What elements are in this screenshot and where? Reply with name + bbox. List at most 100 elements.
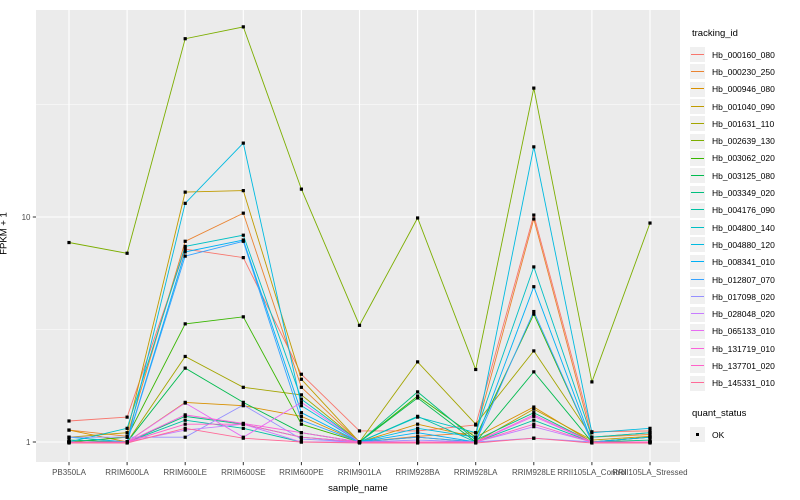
data-point-Hb_145331_010[interactable] bbox=[67, 441, 71, 445]
data-point-Hb_004880_120[interactable] bbox=[183, 201, 187, 205]
data-point-Hb_002639_130[interactable] bbox=[590, 380, 594, 384]
data-point-Hb_017098_020[interactable] bbox=[416, 438, 420, 442]
data-point-Hb_001631_110[interactable] bbox=[532, 349, 536, 353]
legend-item-Hb_008341_010[interactable]: Hb_008341_010 bbox=[690, 254, 800, 271]
data-point-Hb_003349_020[interactable] bbox=[67, 438, 71, 442]
data-point-Hb_145331_010[interactable] bbox=[183, 426, 187, 430]
data-point-Hb_002639_130[interactable] bbox=[416, 216, 420, 220]
data-point-Hb_012807_070[interactable] bbox=[416, 435, 420, 439]
data-point-Hb_001040_090[interactable] bbox=[299, 377, 303, 381]
data-point-Hb_004800_140[interactable] bbox=[241, 233, 245, 237]
legend-item-Hb_028048_020[interactable]: Hb_028048_020 bbox=[690, 305, 800, 322]
data-point-Hb_012807_070[interactable] bbox=[532, 309, 536, 314]
legend-item-Hb_004880_120[interactable]: Hb_004880_120 bbox=[690, 236, 800, 253]
data-point-Hb_137701_020[interactable] bbox=[532, 422, 536, 426]
data-point-Hb_137701_020[interactable] bbox=[183, 422, 187, 426]
legend-item-Hb_004176_090[interactable]: Hb_004176_090 bbox=[690, 202, 800, 219]
data-point-Hb_012807_070[interactable] bbox=[241, 239, 245, 243]
data-point-Hb_003125_080[interactable] bbox=[532, 370, 536, 374]
data-point-Hb_137701_020[interactable] bbox=[299, 435, 303, 439]
data-point-Hb_000160_080[interactable] bbox=[532, 213, 536, 217]
data-point-Hb_003349_020[interactable] bbox=[532, 411, 536, 415]
data-point-Hb_000230_250[interactable] bbox=[183, 239, 187, 243]
data-point-Hb_004800_140[interactable] bbox=[648, 431, 652, 435]
data-point-Hb_131719_010[interactable] bbox=[183, 413, 187, 417]
data-point-Hb_000160_080[interactable] bbox=[241, 256, 245, 260]
data-point-Hb_145331_010[interactable] bbox=[357, 441, 362, 445]
legend-item-Hb_017098_020[interactable]: Hb_017098_020 bbox=[690, 288, 800, 305]
data-point-Hb_017098_020[interactable] bbox=[299, 437, 303, 441]
legend-item-Hb_001040_090[interactable]: Hb_001040_090 bbox=[690, 98, 800, 115]
data-point-Hb_002639_130[interactable] bbox=[474, 367, 478, 372]
data-point-Hb_004176_090[interactable] bbox=[183, 418, 187, 422]
data-point-Hb_145331_010[interactable] bbox=[474, 441, 478, 445]
legend-item-Hb_145331_010[interactable]: Hb_145331_010 bbox=[690, 375, 800, 392]
data-point-Hb_001631_110[interactable] bbox=[241, 385, 245, 389]
data-point-Hb_145331_010[interactable] bbox=[416, 441, 420, 445]
data-point-Hb_003062_020[interactable] bbox=[416, 394, 420, 398]
legend-item-Hb_000160_080[interactable]: Hb_000160_080 bbox=[690, 46, 800, 63]
data-point-Hb_017098_020[interactable] bbox=[125, 435, 129, 439]
data-point-Hb_028048_020[interactable] bbox=[183, 428, 187, 432]
data-point-Hb_004800_140[interactable] bbox=[299, 397, 303, 401]
data-point-Hb_145331_010[interactable] bbox=[299, 440, 303, 444]
data-point-Hb_017098_020[interactable] bbox=[183, 435, 187, 439]
data-point-Hb_000946_080[interactable] bbox=[416, 422, 420, 426]
data-point-Hb_000946_080[interactable] bbox=[299, 414, 303, 418]
legend-item-Hb_003062_020[interactable]: Hb_003062_020 bbox=[690, 150, 800, 167]
data-point-Hb_002639_130[interactable] bbox=[357, 323, 362, 327]
data-point-Hb_131719_010[interactable] bbox=[299, 431, 303, 435]
data-point-Hb_003062_020[interactable] bbox=[183, 322, 187, 326]
data-point-Hb_003062_020[interactable] bbox=[241, 315, 245, 319]
data-point-Hb_004800_140[interactable] bbox=[474, 431, 478, 435]
data-point-Hb_002639_130[interactable] bbox=[532, 86, 536, 90]
data-point-Hb_004176_090[interactable] bbox=[532, 418, 536, 422]
data-point-Hb_004880_120[interactable] bbox=[416, 426, 420, 430]
data-point-Hb_004880_120[interactable] bbox=[474, 435, 478, 439]
data-point-Hb_000230_250[interactable] bbox=[299, 385, 303, 389]
data-point-Hb_145331_010[interactable] bbox=[125, 441, 129, 445]
data-point-Hb_012807_070[interactable] bbox=[183, 254, 187, 258]
data-point-Hb_001631_110[interactable] bbox=[183, 354, 187, 359]
legend-item-Hb_012807_070[interactable]: Hb_012807_070 bbox=[690, 271, 800, 288]
legend-item-Hb_001631_110[interactable]: Hb_001631_110 bbox=[690, 115, 800, 132]
legend-item-ok[interactable]: OK bbox=[690, 426, 800, 443]
data-point-Hb_001631_110[interactable] bbox=[299, 393, 303, 397]
legend-item-Hb_003349_020[interactable]: Hb_003349_020 bbox=[690, 184, 800, 201]
data-point-Hb_002639_130[interactable] bbox=[241, 25, 245, 29]
data-point-Hb_145331_010[interactable] bbox=[648, 441, 652, 445]
data-point-Hb_004800_140[interactable] bbox=[416, 415, 420, 419]
data-point-Hb_145331_010[interactable] bbox=[590, 441, 594, 445]
legend-item-Hb_065133_010[interactable]: Hb_065133_010 bbox=[690, 323, 800, 340]
data-point-Hb_000160_080[interactable] bbox=[416, 429, 420, 433]
data-point-Hb_003125_080[interactable] bbox=[183, 366, 187, 370]
data-point-Hb_000160_080[interactable] bbox=[648, 429, 652, 433]
data-point-Hb_003349_020[interactable] bbox=[416, 390, 420, 394]
data-point-Hb_004800_140[interactable] bbox=[125, 426, 129, 430]
data-point-Hb_065133_010[interactable] bbox=[299, 400, 303, 404]
data-point-Hb_002639_130[interactable] bbox=[183, 37, 187, 41]
data-point-Hb_003125_080[interactable] bbox=[241, 400, 245, 404]
data-point-Hb_065133_010[interactable] bbox=[183, 401, 187, 405]
data-point-Hb_000160_080[interactable] bbox=[67, 419, 71, 423]
data-point-Hb_002639_130[interactable] bbox=[125, 251, 129, 255]
data-point-Hb_002639_130[interactable] bbox=[299, 187, 303, 191]
legend-item-Hb_137701_020[interactable]: Hb_137701_020 bbox=[690, 357, 800, 374]
data-point-Hb_003125_080[interactable] bbox=[416, 396, 420, 400]
data-point-Hb_004880_120[interactable] bbox=[590, 431, 594, 435]
data-point-Hb_000160_080[interactable] bbox=[357, 429, 362, 433]
data-point-Hb_008341_010[interactable] bbox=[416, 431, 420, 435]
data-point-Hb_001040_090[interactable] bbox=[532, 407, 536, 411]
data-point-Hb_004800_140[interactable] bbox=[590, 435, 594, 439]
data-point-Hb_001040_090[interactable] bbox=[183, 190, 187, 194]
legend-item-Hb_131719_010[interactable]: Hb_131719_010 bbox=[690, 340, 800, 357]
data-point-Hb_003062_020[interactable] bbox=[532, 312, 536, 316]
data-point-Hb_001040_090[interactable] bbox=[125, 431, 129, 435]
data-point-Hb_000160_080[interactable] bbox=[183, 247, 187, 251]
data-point-Hb_003349_020[interactable] bbox=[474, 438, 478, 442]
legend-item-Hb_003125_080[interactable]: Hb_003125_080 bbox=[690, 167, 800, 184]
legend-item-Hb_000230_250[interactable]: Hb_000230_250 bbox=[690, 63, 800, 80]
data-point-Hb_131719_010[interactable] bbox=[532, 413, 536, 417]
data-point-Hb_004176_090[interactable] bbox=[241, 426, 245, 430]
data-point-Hb_004880_120[interactable] bbox=[648, 426, 652, 430]
